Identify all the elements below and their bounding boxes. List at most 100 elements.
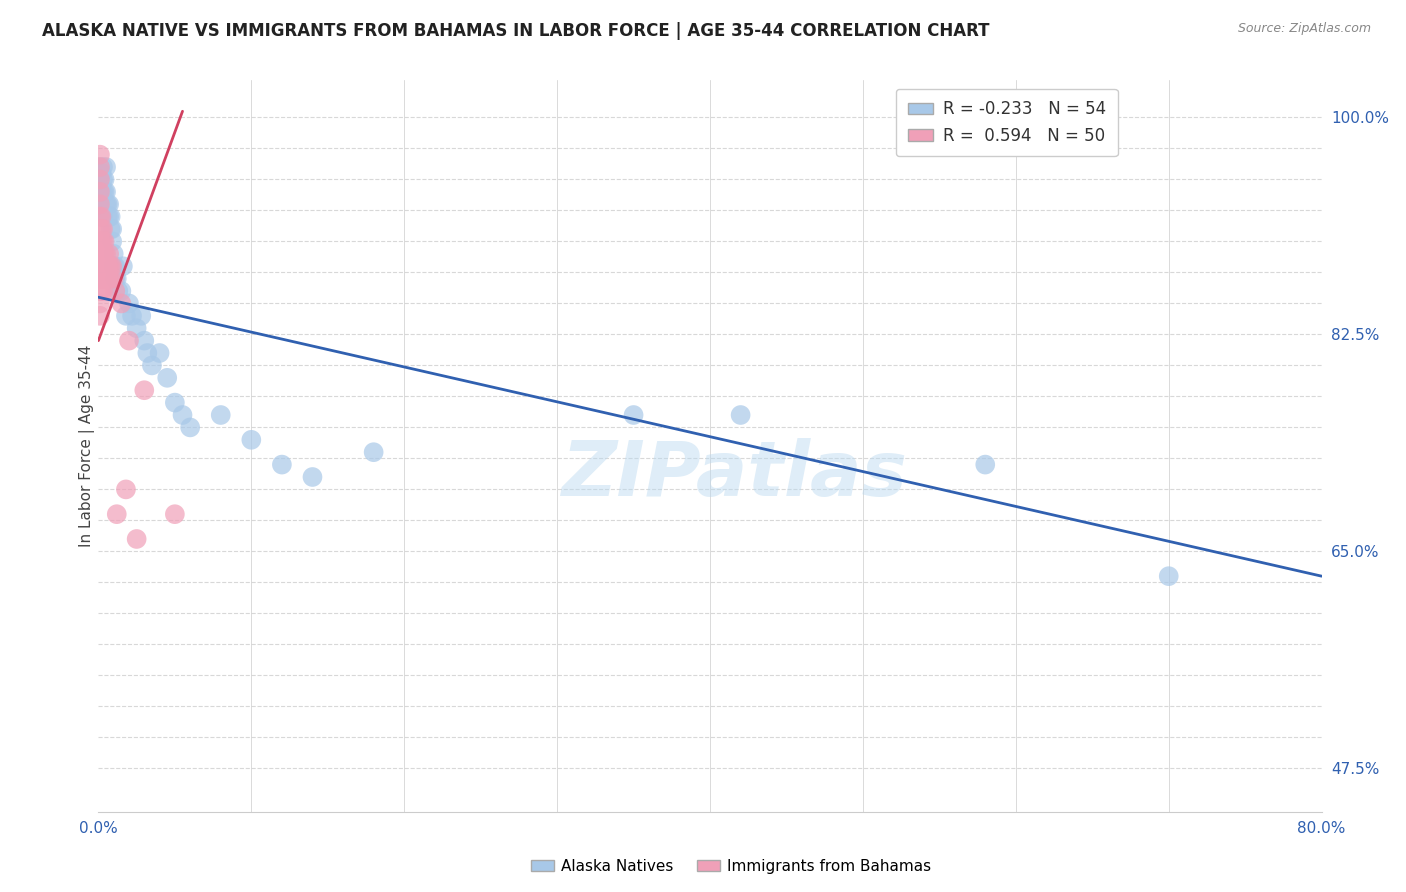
Point	[94, 247, 117, 261]
Point	[111, 259, 134, 273]
Point	[156, 371, 179, 385]
Point	[91, 259, 114, 273]
Point	[89, 271, 111, 285]
Point	[163, 507, 186, 521]
Point	[89, 296, 111, 310]
Point	[98, 247, 121, 261]
Text: ZIPatlas: ZIPatlas	[561, 438, 907, 512]
Point	[89, 210, 111, 224]
Point	[94, 259, 117, 273]
Point	[121, 309, 143, 323]
Point	[91, 271, 114, 285]
Point	[125, 321, 148, 335]
Point	[97, 197, 120, 211]
Point	[149, 346, 172, 360]
Point	[93, 172, 115, 186]
Point	[98, 271, 121, 285]
Point	[94, 185, 117, 199]
Point	[89, 172, 111, 186]
Point	[163, 395, 186, 409]
Point	[363, 445, 385, 459]
Point	[105, 507, 128, 521]
Point	[91, 247, 114, 261]
Point	[100, 210, 122, 224]
Point	[104, 284, 127, 298]
Point	[89, 185, 111, 199]
Point	[179, 420, 201, 434]
Point	[104, 259, 127, 273]
Point	[93, 235, 115, 249]
Point	[97, 271, 120, 285]
Point	[90, 185, 112, 199]
Point	[89, 160, 111, 174]
Point	[240, 433, 263, 447]
Point	[105, 271, 128, 285]
Point	[89, 172, 111, 186]
Point	[98, 197, 121, 211]
Point	[209, 408, 232, 422]
Point	[93, 185, 115, 199]
Point	[115, 483, 138, 497]
Point	[91, 172, 114, 186]
Point	[89, 309, 111, 323]
Point	[100, 222, 122, 236]
Point	[107, 284, 129, 298]
Point	[91, 284, 114, 298]
Point	[97, 259, 120, 273]
Point	[623, 408, 645, 422]
Point	[93, 259, 115, 273]
Point	[89, 197, 111, 211]
Point	[110, 296, 132, 310]
Point	[94, 271, 117, 285]
Point	[91, 222, 114, 236]
Point	[90, 210, 112, 224]
Point	[730, 408, 752, 422]
Legend: R = -0.233   N = 54, R =  0.594   N = 50: R = -0.233 N = 54, R = 0.594 N = 50	[896, 88, 1118, 156]
Point	[1157, 569, 1180, 583]
Point	[94, 197, 117, 211]
Point	[89, 247, 111, 261]
Point	[125, 532, 148, 546]
Point	[94, 160, 117, 174]
Point	[115, 309, 138, 323]
Point	[91, 185, 114, 199]
Point	[104, 271, 127, 285]
Text: Source: ZipAtlas.com: Source: ZipAtlas.com	[1237, 22, 1371, 36]
Point	[301, 470, 323, 484]
Point	[101, 222, 124, 236]
Point	[98, 210, 121, 224]
Point	[129, 309, 152, 323]
Point	[134, 334, 156, 348]
Point	[100, 271, 122, 285]
Point	[118, 334, 141, 348]
Point	[110, 284, 132, 298]
Point	[91, 210, 114, 224]
Point	[118, 296, 141, 310]
Text: ALASKA NATIVE VS IMMIGRANTS FROM BAHAMAS IN LABOR FORCE | AGE 35-44 CORRELATION : ALASKA NATIVE VS IMMIGRANTS FROM BAHAMAS…	[42, 22, 990, 40]
Point	[974, 458, 997, 472]
Y-axis label: In Labor Force | Age 35-44: In Labor Force | Age 35-44	[79, 345, 96, 547]
Point	[89, 160, 111, 174]
Point	[172, 408, 194, 422]
Point	[90, 271, 112, 285]
Point	[90, 284, 112, 298]
Point	[141, 359, 163, 373]
Point	[91, 235, 114, 249]
Point	[103, 259, 125, 273]
Point	[90, 247, 112, 261]
Point	[90, 235, 112, 249]
Point	[90, 259, 112, 273]
Point	[103, 247, 125, 261]
Point	[93, 247, 115, 261]
Point	[100, 259, 122, 273]
Point	[101, 259, 124, 273]
Point	[103, 271, 125, 285]
Point	[101, 235, 124, 249]
Point	[97, 210, 120, 224]
Point	[136, 346, 159, 360]
Point	[89, 147, 111, 161]
Point	[89, 284, 111, 298]
Point	[89, 235, 111, 249]
Point	[98, 259, 121, 273]
Point	[90, 210, 112, 224]
